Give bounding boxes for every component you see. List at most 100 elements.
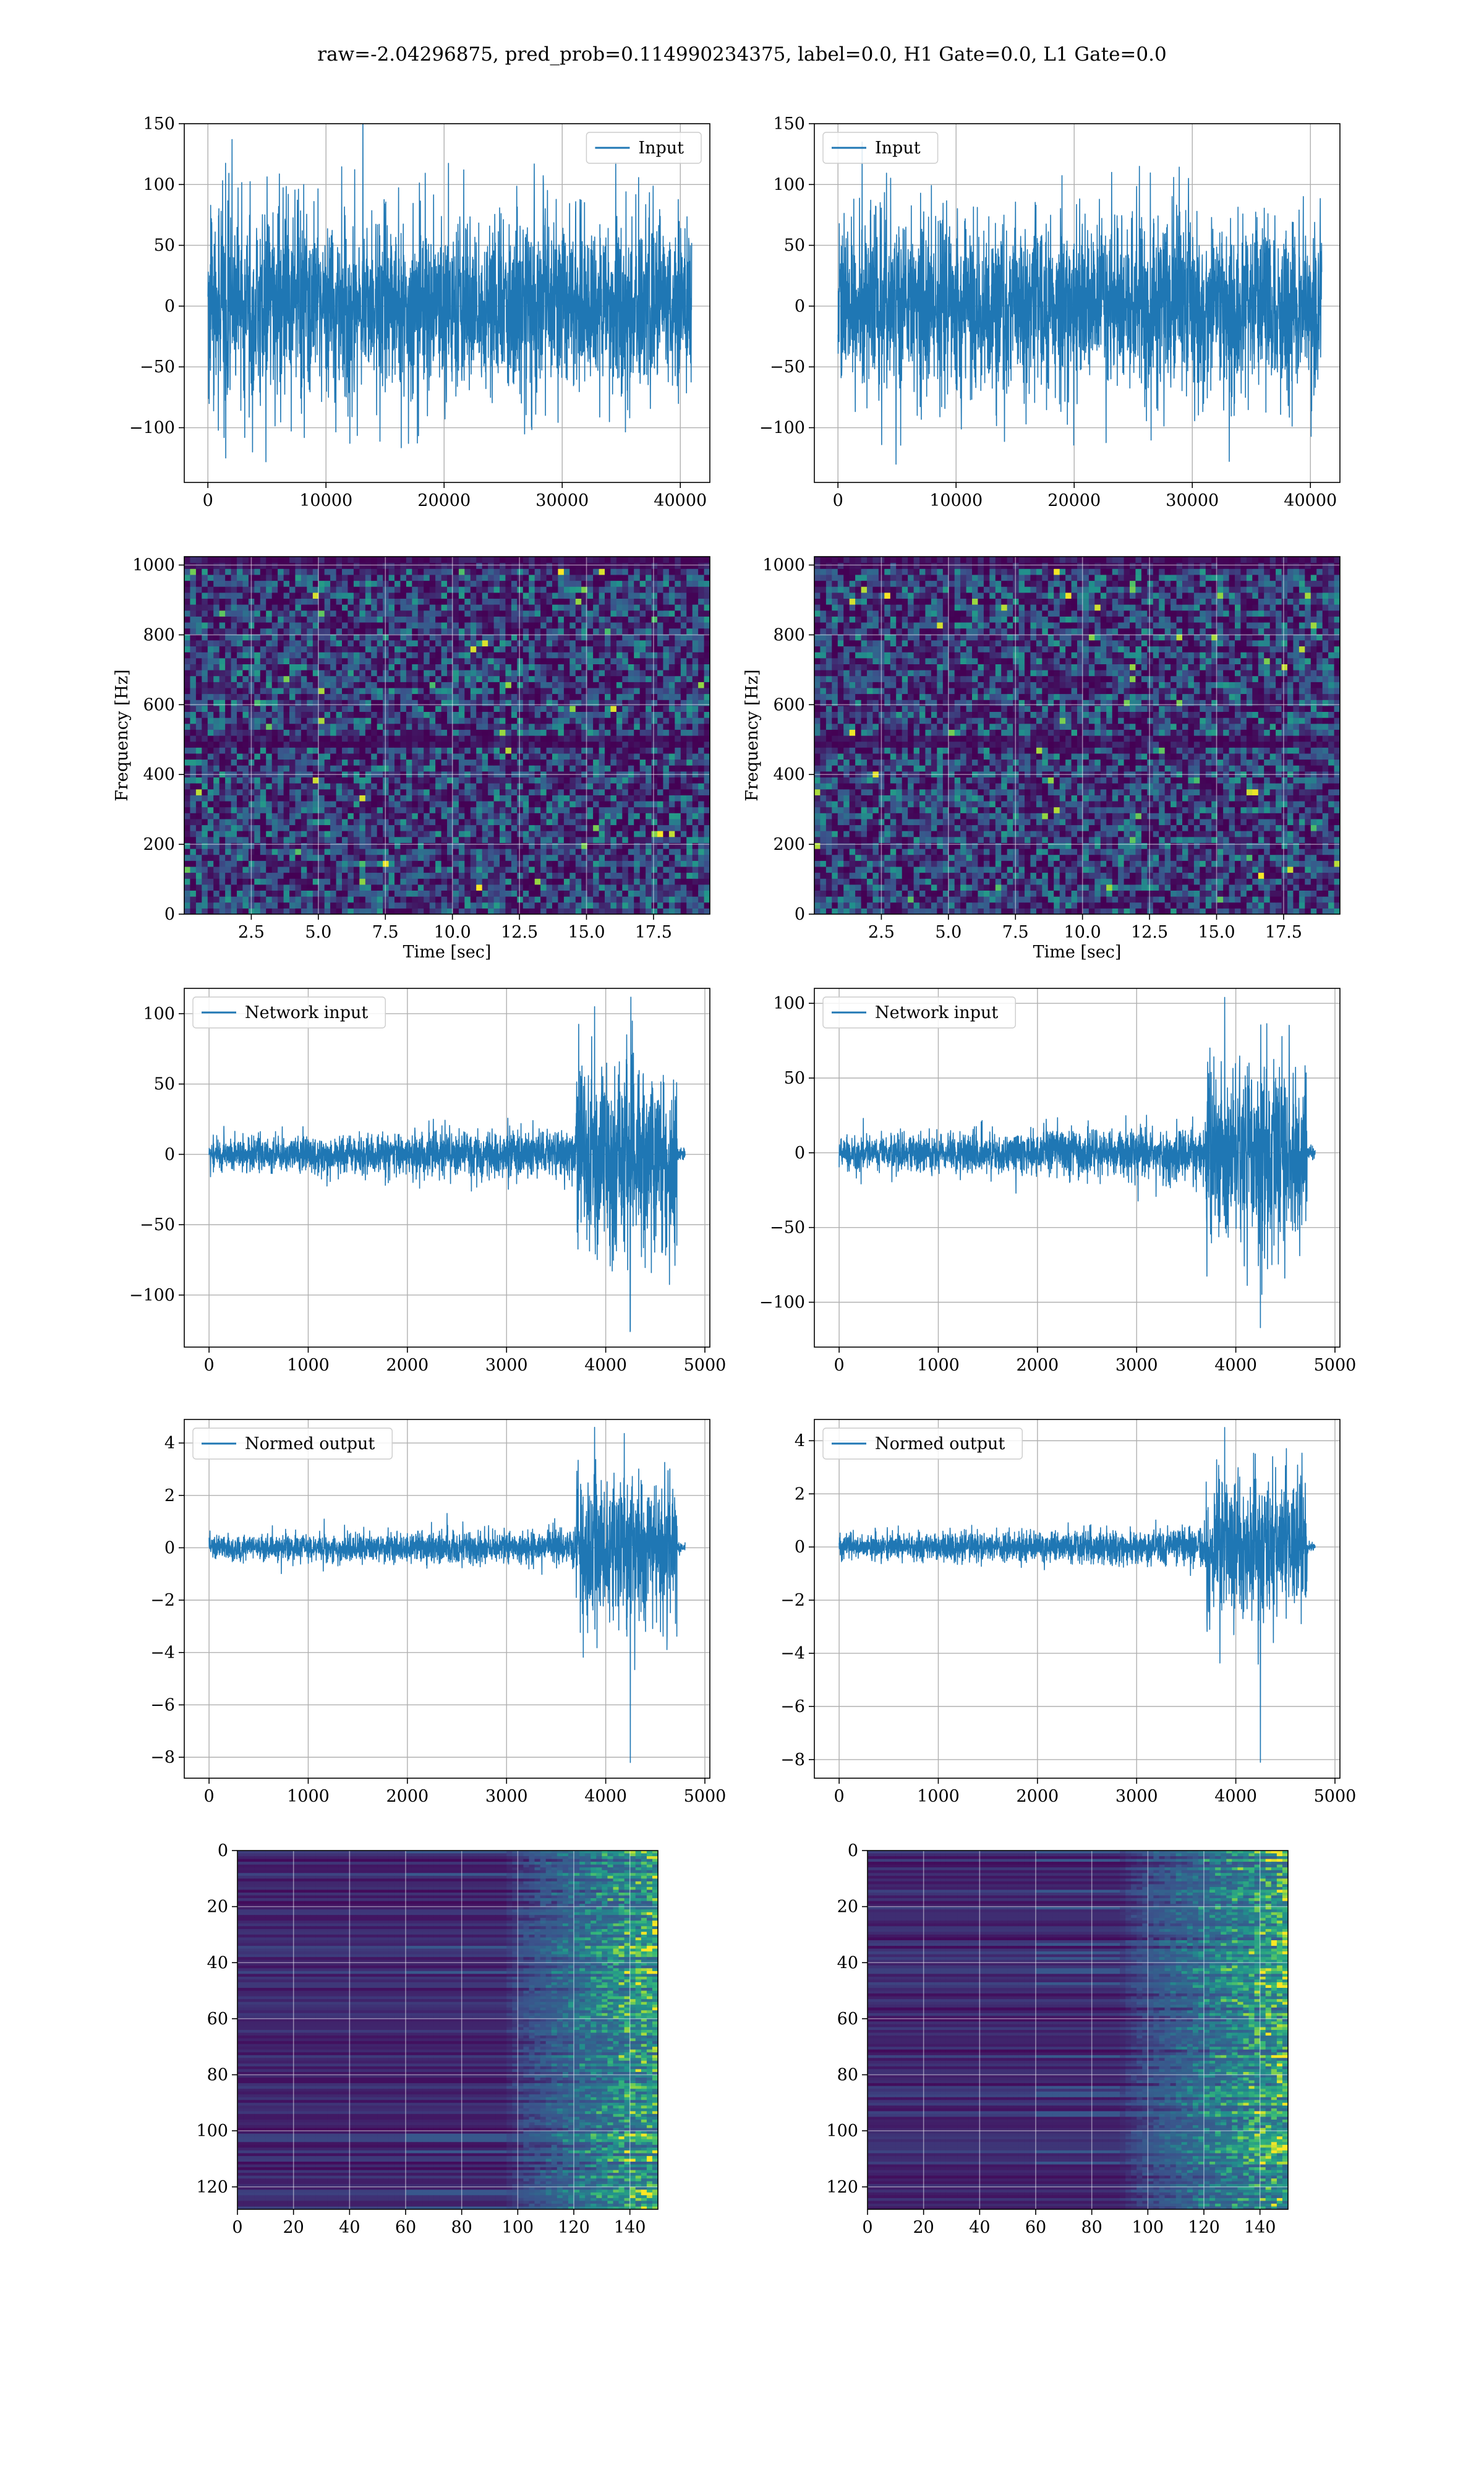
heatmap-cell — [195, 908, 202, 914]
heatmap-cell — [225, 789, 232, 795]
heatmap-cell — [593, 646, 600, 653]
heatmap-cell — [464, 753, 471, 760]
heatmap-cell — [628, 646, 634, 653]
heatmap-cell — [406, 801, 412, 808]
heatmap-cell — [406, 705, 412, 712]
heatmap-cell — [657, 693, 663, 700]
heatmap-cell — [453, 759, 459, 766]
heatmap-cell — [318, 795, 325, 802]
heatmap-cell — [651, 604, 658, 611]
heatmap-cell — [569, 700, 576, 706]
heatmap-cell — [190, 771, 197, 777]
heatmap-cell — [593, 842, 600, 849]
heatmap-cell — [593, 598, 600, 605]
heatmap-cell — [260, 878, 267, 885]
heatmap-cell — [558, 664, 565, 670]
heatmap-cell — [190, 693, 197, 700]
heatmap-cell — [453, 783, 459, 790]
heatmap-cell — [312, 628, 319, 635]
heatmap-cell — [394, 652, 401, 659]
heatmap-cell — [219, 598, 226, 605]
heatmap-cell — [505, 854, 512, 861]
heatmap-cell — [195, 705, 202, 712]
heatmap-cell — [429, 705, 436, 712]
heatmap-cell — [301, 890, 307, 897]
heatmap-cell — [628, 813, 634, 820]
heatmap-cell — [441, 664, 448, 670]
heatmap-cell — [668, 849, 675, 855]
heatmap-cell — [552, 836, 558, 843]
heatmap-cell — [260, 831, 267, 837]
heatmap-cell — [278, 818, 284, 826]
heatmap-cell — [569, 628, 576, 635]
heatmap-cell — [248, 842, 255, 849]
heatmap-cell — [575, 741, 582, 748]
heatmap-cell — [435, 622, 442, 629]
heatmap-cell — [312, 747, 319, 754]
heatmap-cell — [476, 735, 483, 742]
heatmap-cell — [540, 753, 547, 760]
heatmap-cell — [441, 842, 448, 849]
heatmap-cell — [657, 890, 663, 897]
heatmap-cell — [511, 896, 518, 903]
heatmap-cell — [353, 836, 360, 843]
heatmap-cell — [190, 813, 197, 820]
heatmap-cell — [348, 795, 354, 802]
heatmap-cell — [237, 759, 243, 766]
heatmap-cell — [424, 646, 430, 653]
heatmap-cell — [318, 854, 325, 861]
heatmap-cell — [400, 908, 407, 914]
heatmap-cell — [692, 783, 699, 790]
heatmap-cell — [377, 813, 383, 820]
heatmap-cell — [312, 700, 319, 706]
heatmap-cell — [470, 818, 477, 826]
heatmap-cell — [207, 771, 214, 777]
heatmap-cell — [593, 789, 600, 795]
heatmap-cell — [651, 616, 658, 623]
heatmap-cell — [219, 795, 226, 802]
heatmap-cell — [207, 849, 214, 855]
heatmap-cell — [383, 700, 390, 706]
heatmap-cell — [301, 717, 307, 724]
heatmap-cell — [575, 896, 582, 903]
heatmap-cell — [237, 765, 243, 772]
heatmap-cell — [202, 807, 208, 813]
heatmap-cell — [254, 592, 261, 599]
heatmap-cell — [651, 675, 658, 682]
heatmap-cell — [680, 789, 687, 795]
heatmap-cell — [616, 616, 623, 623]
heatmap-cell — [219, 717, 226, 724]
heatmap-cell — [493, 807, 500, 813]
heatmap-cell — [417, 759, 424, 766]
heatmap-cell — [663, 783, 670, 790]
heatmap-cell — [651, 610, 658, 617]
y-tick-label: 0 — [164, 297, 175, 316]
heatmap-cell — [692, 628, 699, 635]
heatmap-cell — [330, 836, 337, 843]
heatmap-cell — [289, 896, 296, 903]
heatmap-cell — [190, 741, 197, 748]
heatmap-cell — [184, 604, 190, 611]
heatmap-cell — [383, 854, 390, 861]
heatmap-cell — [377, 765, 383, 772]
heatmap-cell — [605, 890, 611, 897]
heatmap-cell — [634, 622, 641, 629]
heatmap-cell — [453, 849, 459, 855]
heatmap-cell — [237, 610, 243, 617]
heatmap-cell — [458, 860, 465, 867]
heatmap-cell — [552, 866, 558, 873]
heatmap-cell — [657, 628, 663, 635]
heatmap-cell — [219, 705, 226, 712]
heatmap-cell — [330, 818, 337, 826]
heatmap-cell — [453, 628, 459, 635]
heatmap-cell — [698, 604, 705, 611]
heatmap-cell — [406, 670, 412, 677]
heatmap-cell — [342, 646, 348, 653]
heatmap-cell — [271, 807, 278, 813]
heatmap-cell — [417, 735, 424, 742]
heatmap-cell — [453, 705, 459, 712]
heatmap-cell — [202, 628, 208, 635]
heatmap-cell — [441, 866, 448, 873]
heatmap-cell — [453, 765, 459, 772]
